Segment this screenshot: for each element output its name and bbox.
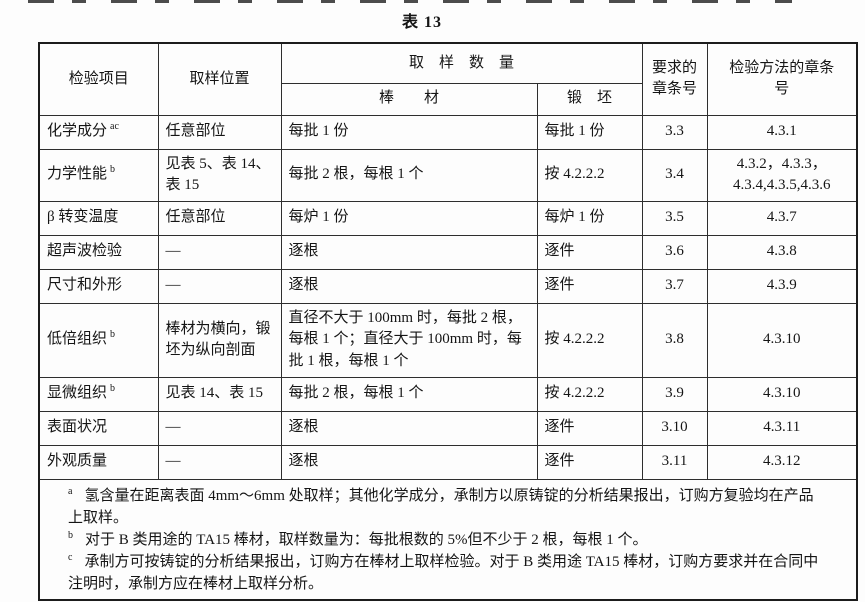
cell-item: 低倍组织 (47, 331, 108, 348)
cell-bar: 每炉 1 份 (280, 200, 538, 236)
footnote-ref: ac (110, 121, 119, 133)
cell-position: 见表 5、表 14、表 15 (157, 148, 282, 202)
table-container: 检验项目 取样位置 取 样 数 量 要求的章条号 检验方法的章条号 棒 材 锻 … (38, 42, 859, 601)
cell-item: β 转变温度 (47, 209, 119, 226)
cell-bar: 直径不大于 100mm 时，每批 2 根，每根 1 个；直径大于 100mm 时… (280, 302, 538, 378)
footnote-a: a 氢含量在距离表面 4mm～6mm 处取样；其他化学成分，承制方以原铸锭的分析结… (54, 485, 822, 529)
header-inspection-item: 检验项目 (38, 42, 159, 116)
header-bar: 棒 材 (280, 82, 538, 116)
cell-position: 任意部位 (157, 200, 282, 236)
cell-position: 见表 14、表 15 (157, 376, 282, 412)
footnotes-row: a 氢含量在距离表面 4mm～6mm 处取样；其他化学成分，承制方以原铸锭的分析结… (38, 478, 858, 600)
cell-bar: 逐根 (280, 268, 538, 304)
table-row: 低倍组织 b 棒材为横向，锻坯为纵向剖面 直径不大于 100mm 时，每批 2 根… (38, 302, 858, 378)
cell-method: 4.3.12 (706, 444, 858, 480)
cell-billet: 每批 1 份 (536, 114, 643, 150)
cell-item: 显微组织 (47, 385, 108, 402)
cell-method: 4.3.2，4.3.3，4.3.4,4.3.5,4.3.6 (706, 148, 858, 202)
header-required-clause: 要求的章条号 (641, 42, 708, 116)
cell-method: 4.3.8 (706, 234, 858, 270)
cell-req: 3.7 (641, 268, 708, 304)
cell-method: 4.3.1 (706, 114, 858, 150)
cell-req: 3.11 (641, 444, 708, 480)
cell-position: 任意部位 (157, 114, 282, 150)
cell-req: 3.10 (641, 410, 708, 446)
cell-req: 3.9 (641, 376, 708, 412)
footnote-ref: b (110, 383, 116, 395)
footnote-marker: c (68, 551, 73, 563)
cell-item: 表面状况 (47, 419, 108, 436)
cell-item: 尺寸和外形 (47, 277, 123, 294)
footnote-text: 氢含量在距离表面 4mm～6mm 处取样；其他化学成分，承制方以原铸锭的分析结果… (68, 487, 814, 526)
footnote-b: b 对于 B 类用途的 TA15 棒材，取样数量为：每批根数的 5%但不少于 2 … (54, 529, 822, 551)
cell-method: 4.3.10 (706, 302, 858, 378)
cell-item: 外观质量 (47, 453, 108, 470)
cell-position: — (157, 410, 282, 446)
table-row: 超声波检验 — 逐根 逐件 3.6 4.3.8 (38, 234, 858, 270)
footnote-text: 承制方可按铸锭的分析结果报出，订购方在棒材上取样检验。对于 B 类用途 TA15… (68, 553, 819, 592)
cell-bar: 逐根 (280, 234, 538, 270)
footnote-ref: b (110, 329, 116, 341)
cell-req: 3.8 (641, 302, 708, 378)
cell-billet: 每炉 1 份 (536, 200, 643, 236)
cell-bar: 每批 2 根，每根 1 个 (280, 376, 538, 412)
header-sampling-position: 取样位置 (157, 42, 282, 116)
footnote-marker: b (68, 529, 73, 541)
footnotes-cell: a 氢含量在距离表面 4mm～6mm 处取样；其他化学成分，承制方以原铸锭的分析结… (38, 478, 858, 600)
cell-billet: 按 4.2.2.2 (536, 376, 643, 412)
table-row: β 转变温度 任意部位 每炉 1 份 每炉 1 份 3.5 4.3.7 (38, 200, 858, 236)
cell-method: 4.3.10 (706, 376, 858, 412)
scan-artifact-top (28, 0, 792, 3)
cell-billet: 逐件 (536, 410, 643, 446)
cell-billet: 按 4.2.2.2 (536, 302, 643, 378)
cell-req: 3.6 (641, 234, 708, 270)
table-row: 外观质量 — 逐根 逐件 3.11 4.3.12 (38, 444, 858, 480)
cell-req: 3.3 (641, 114, 708, 150)
spec-table: 检验项目 取样位置 取 样 数 量 要求的章条号 检验方法的章条号 棒 材 锻 … (38, 42, 859, 601)
cell-bar: 逐根 (280, 444, 538, 480)
cell-bar: 每批 1 份 (280, 114, 538, 150)
cell-billet: 逐件 (536, 444, 643, 480)
cell-req: 3.5 (641, 200, 708, 236)
header-forging-billet: 锻 坯 (536, 82, 643, 116)
cell-method: 4.3.9 (706, 268, 858, 304)
cell-billet: 逐件 (536, 268, 643, 304)
header-sampling-quantity: 取 样 数 量 (280, 42, 643, 84)
cell-position: — (157, 268, 282, 304)
cell-req: 3.4 (641, 148, 708, 202)
footnote-marker: a (68, 485, 73, 497)
cell-position: — (157, 234, 282, 270)
cell-billet: 按 4.2.2.2 (536, 148, 643, 202)
cell-bar: 逐根 (280, 410, 538, 446)
table-row: 尺寸和外形 — 逐根 逐件 3.7 4.3.9 (38, 268, 858, 304)
cell-item: 化学成分 (47, 123, 108, 140)
table-row: 化学成分 ac 任意部位 每批 1 份 每批 1 份 3.3 4.3.1 (38, 114, 858, 150)
table-row: 力学性能 b 见表 5、表 14、表 15 每批 2 根，每根 1 个 按 4.2… (38, 148, 858, 202)
cell-item: 超声波检验 (47, 243, 123, 260)
cell-position: 棒材为横向，锻坯为纵向剖面 (157, 302, 282, 378)
header-method-clause-label: 检验方法的章条号 (729, 60, 835, 97)
footnote-ref: b (110, 164, 116, 176)
footnote-c: c 承制方可按铸锭的分析结果报出，订购方在棒材上取样检验。对于 B 类用途 TA1… (54, 551, 822, 595)
table-row: 表面状况 — 逐根 逐件 3.10 4.3.11 (38, 410, 858, 446)
cell-position: — (157, 444, 282, 480)
cell-bar: 每批 2 根，每根 1 个 (280, 148, 538, 202)
cell-item: 力学性能 (47, 166, 108, 183)
cell-method: 4.3.11 (706, 410, 858, 446)
table-title: 表 13 (401, 14, 442, 31)
header-method-clause: 检验方法的章条号 (706, 42, 858, 116)
cell-method: 4.3.7 (706, 200, 858, 236)
table-row: 显微组织 b 见表 14、表 15 每批 2 根，每根 1 个 按 4.2.2.2… (38, 376, 858, 412)
footnote-text: 对于 B 类用途的 TA15 棒材，取样数量为：每批根数的 5%但不少于 2 根… (85, 531, 648, 548)
cell-billet: 逐件 (536, 234, 643, 270)
